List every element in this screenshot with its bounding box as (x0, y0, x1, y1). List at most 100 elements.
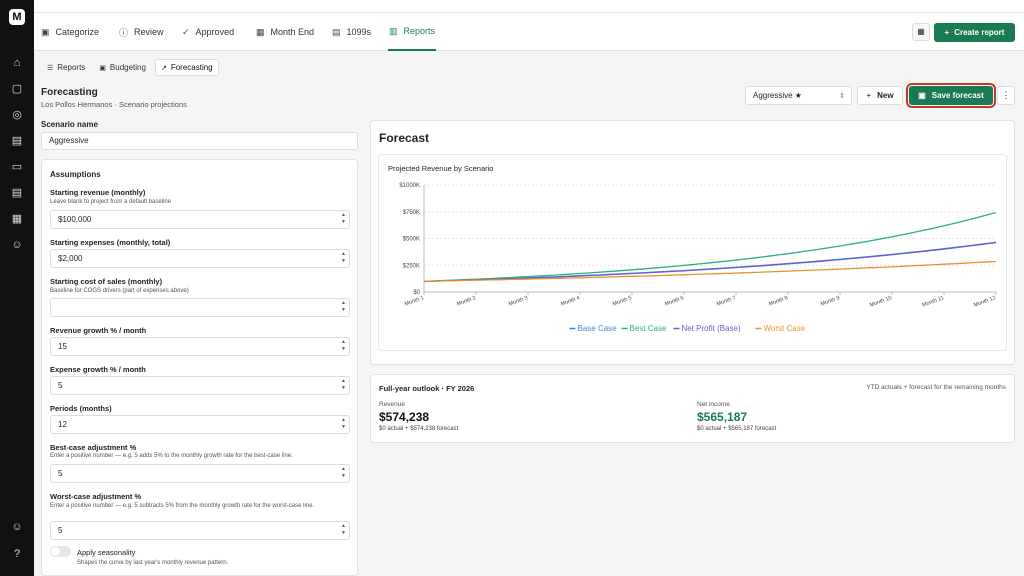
seasonality-toggle[interactable] (50, 546, 71, 557)
save-label: Save forecast (931, 91, 984, 100)
subtab-forecasting[interactable]: ↗ Forecasting (154, 59, 219, 76)
field-value: 5 (58, 526, 63, 535)
starting-revenue-input[interactable]: $100,000 ▲ ▼ (50, 210, 350, 229)
field-label: Periods (months) (50, 404, 112, 413)
subtab-reports[interactable]: ☰ Reports (42, 59, 90, 76)
series-line (423, 260, 997, 282)
subtab-budgeting[interactable]: ▣ Budgeting (94, 59, 151, 76)
net-income-label: Net income (697, 401, 730, 408)
user-icon[interactable]: ☺ (11, 521, 23, 533)
best-case-input[interactable]: 5 ▲ ▼ (50, 464, 350, 483)
more-options-button[interactable]: ⋮ (997, 86, 1015, 105)
new-scenario-button[interactable]: + New (857, 86, 903, 105)
scenario-name-label: Scenario name (41, 120, 98, 129)
stepper-icon[interactable]: ▲ ▼ (341, 212, 346, 225)
field-label: Starting revenue (monthly) (50, 188, 146, 197)
document-icon: ▤ (332, 26, 341, 37)
stepper-icon[interactable]: ▲ ▼ (341, 466, 346, 479)
home-icon[interactable]: ⌂ (13, 57, 21, 69)
tab-month-end[interactable]: ▦ Month End (256, 13, 314, 51)
net-income-breakdown: $0 actual + $565,187 forecast (697, 426, 777, 432)
starting-cost-of-sales-input[interactable]: ▲ ▼ (50, 298, 350, 317)
tab-label: Review (134, 27, 164, 37)
tab-categorize[interactable]: ▣ Categorize (41, 13, 99, 51)
y-tick-label: $250K (403, 263, 420, 269)
field-label: Worst-case adjustment % (50, 492, 142, 501)
list-icon: ☰ (47, 64, 54, 72)
series-line (423, 211, 997, 282)
grid-icon: ▦ (917, 27, 925, 36)
x-tick-label: Month 1 (404, 295, 425, 307)
chart-card: Projected Revenue by Scenario $0 $250K $50… (378, 154, 1007, 351)
tab-reports[interactable]: ▥ Reports (388, 13, 437, 51)
stepper-icon[interactable]: ▲ ▼ (341, 300, 346, 313)
ledger-icon[interactable]: ▤ (11, 135, 23, 147)
revenue-label: Revenue (379, 401, 406, 408)
legend-label: Worst Case (764, 324, 806, 333)
x-tick-label: Month 11 (921, 295, 944, 308)
field-label: Starting cost of sales (monthly) (50, 277, 163, 286)
subtab-label: Forecasting (170, 63, 213, 72)
plus-icon: + (866, 91, 872, 100)
receipt-icon[interactable]: ▤ (11, 187, 23, 199)
page-subtitle: Los Pollos Hermanos · Scenario projectio… (41, 100, 187, 109)
x-tick-label: Month 4 (560, 295, 581, 307)
forecast-panel: Forecast Projected Revenue by Scenario $… (370, 120, 1015, 365)
stepper-icon[interactable]: ▲ ▼ (341, 523, 346, 536)
check-circle-icon: ✓ (182, 26, 190, 37)
trend-icon: ↗ (160, 64, 167, 72)
periods-input[interactable]: 12 ▲ ▼ (50, 415, 350, 434)
grid-view-button[interactable]: ▦ (912, 23, 930, 41)
app-logo[interactable]: M (9, 9, 25, 25)
scenario-name-input[interactable]: Aggressive (41, 132, 358, 150)
chart-title: Projected Revenue by Scenario (388, 164, 494, 173)
tab-review[interactable]: ⓘ Review (119, 13, 164, 51)
expense-growth-input[interactable]: 5 ▲ ▼ (50, 376, 350, 395)
outlook-note: YTD actuals + forecast for the remaining… (866, 384, 1006, 391)
left-nav-rail: M ⌂ ▢ ◎ ▤ ▭ ▤ ▦ ☺ ☺ ? (0, 0, 34, 576)
field-value: $2,000 (58, 254, 83, 263)
worst-case-input[interactable]: 5 ▲ ▼ (50, 521, 350, 540)
plus-icon: + (944, 28, 950, 37)
field-hint: Baseline for COGS drivers (part of expen… (50, 288, 189, 294)
create-report-button[interactable]: + Create report (934, 23, 1015, 42)
x-tick-label: Month 3 (508, 295, 529, 307)
tab-label: Approved (195, 27, 235, 37)
scenario-select[interactable]: Aggressive ★ ⇕ (745, 86, 852, 105)
seasonality-hint: Shapes the curve by last year's monthly … (77, 560, 229, 566)
calendar-icon: ▦ (256, 26, 265, 37)
stepper-icon[interactable]: ▲ ▼ (341, 378, 346, 391)
tab-label: Categorize (55, 27, 100, 37)
field-hint: Enter a positive number — e.g. 5 subtrac… (50, 503, 315, 509)
create-report-label: Create report (954, 28, 1005, 37)
outlook-panel: Full-year outlook · FY 2026 YTD actuals … (370, 374, 1015, 443)
revenue-growth-input[interactable]: 15 ▲ ▼ (50, 337, 350, 356)
stepper-icon[interactable]: ▲ ▼ (341, 339, 346, 352)
y-tick-label: $500K (403, 237, 420, 243)
legend-label: Net Profit (Base) (682, 324, 741, 333)
save-forecast-button[interactable]: ▣ Save forecast (906, 83, 996, 108)
report-icon[interactable]: ▦ (11, 213, 23, 225)
assumptions-panel: Assumptions Starting revenue (monthly) L… (41, 159, 358, 576)
people-icon[interactable]: ☺ (11, 239, 23, 251)
starting-expenses-input[interactable]: $2,000 ▲ ▼ (50, 249, 350, 268)
field-hint: Leave blank to project from a default ba… (50, 199, 172, 205)
x-tick-label: Month 6 (664, 295, 685, 307)
page-title: Forecasting (41, 87, 98, 98)
stepper-icon[interactable]: ▲ ▼ (341, 251, 346, 264)
revenue-breakdown: $0 actual + $574,238 forecast (379, 426, 459, 432)
stepper-icon[interactable]: ▲ ▼ (341, 417, 346, 430)
help-icon[interactable]: ? (13, 548, 21, 560)
x-tick-label: Month 12 (973, 295, 997, 308)
field-value: $100,000 (58, 215, 92, 224)
y-tick-label: $750K (403, 210, 420, 216)
field-value: 5 (58, 469, 63, 478)
tab-approved[interactable]: ✓ Approved (182, 13, 234, 51)
briefcase-icon[interactable]: ▭ (11, 161, 23, 173)
inbox-icon[interactable]: ▢ (11, 83, 23, 95)
tab-1099s[interactable]: ▤ 1099s (332, 13, 371, 51)
outlook-title: Full-year outlook · FY 2026 (379, 384, 475, 393)
scenario-select-value: Aggressive ★ (753, 91, 802, 100)
save-icon: ▣ (918, 91, 926, 100)
compass-icon[interactable]: ◎ (12, 109, 22, 121)
